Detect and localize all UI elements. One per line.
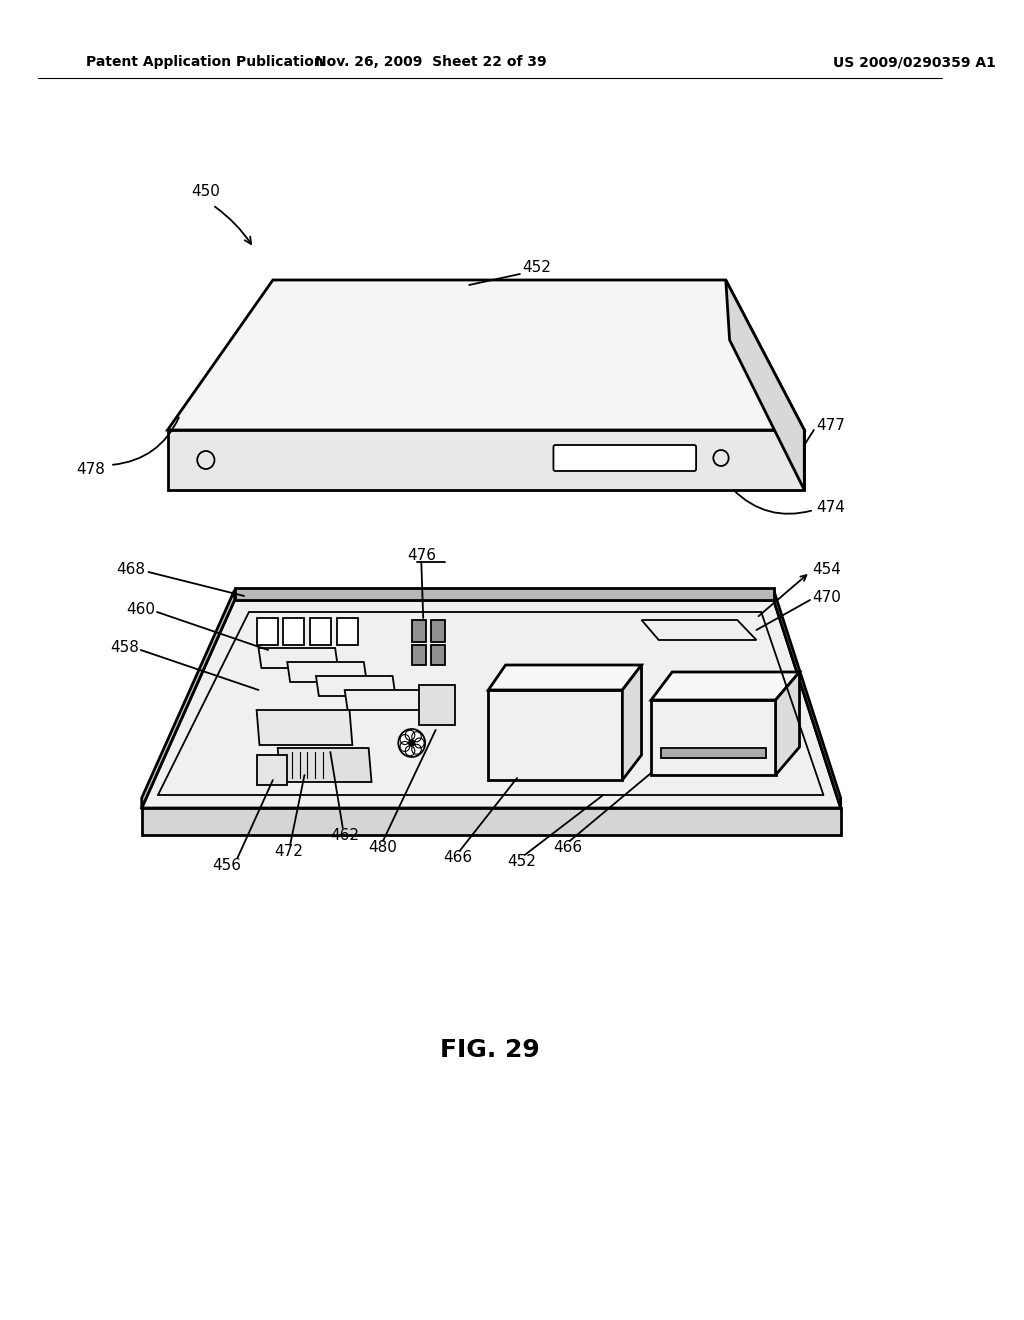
Polygon shape: [257, 710, 352, 744]
Text: FIG. 29: FIG. 29: [440, 1038, 540, 1063]
Polygon shape: [775, 672, 800, 775]
Text: 476: 476: [407, 549, 436, 564]
Polygon shape: [488, 690, 623, 780]
Polygon shape: [726, 280, 804, 490]
Text: 474: 474: [816, 500, 845, 516]
Polygon shape: [345, 690, 424, 710]
Text: 478: 478: [77, 462, 105, 478]
Polygon shape: [651, 672, 800, 700]
Polygon shape: [141, 601, 841, 808]
Polygon shape: [284, 618, 304, 645]
Text: US 2009/0290359 A1: US 2009/0290359 A1: [833, 55, 996, 69]
Text: 460: 460: [126, 602, 155, 618]
Polygon shape: [651, 700, 775, 775]
Text: 466: 466: [553, 841, 583, 855]
Text: 454: 454: [812, 562, 841, 578]
Polygon shape: [158, 612, 823, 795]
Polygon shape: [641, 620, 757, 640]
Polygon shape: [337, 618, 358, 645]
Polygon shape: [774, 590, 841, 808]
Text: 458: 458: [110, 640, 139, 656]
Polygon shape: [488, 665, 641, 690]
Text: 462: 462: [330, 828, 359, 842]
Text: Nov. 26, 2009  Sheet 22 of 39: Nov. 26, 2009 Sheet 22 of 39: [315, 55, 547, 69]
Text: 466: 466: [443, 850, 472, 866]
Polygon shape: [257, 755, 288, 785]
Polygon shape: [141, 808, 841, 836]
Polygon shape: [431, 645, 445, 665]
Polygon shape: [316, 676, 395, 696]
Polygon shape: [234, 587, 774, 601]
Polygon shape: [310, 618, 332, 645]
Polygon shape: [141, 590, 234, 808]
Polygon shape: [660, 748, 766, 758]
Text: Patent Application Publication: Patent Application Publication: [86, 55, 324, 69]
Text: 470: 470: [812, 590, 841, 606]
Polygon shape: [257, 618, 278, 645]
Text: 450: 450: [191, 185, 220, 199]
Polygon shape: [623, 665, 641, 780]
Text: 468: 468: [117, 562, 145, 578]
Polygon shape: [168, 430, 804, 490]
FancyBboxPatch shape: [553, 445, 696, 471]
Polygon shape: [412, 620, 426, 642]
Text: 480: 480: [369, 841, 397, 855]
Polygon shape: [412, 645, 426, 665]
Circle shape: [409, 741, 415, 746]
Polygon shape: [258, 648, 338, 668]
Circle shape: [398, 729, 425, 756]
Polygon shape: [278, 748, 372, 781]
Text: 456: 456: [212, 858, 242, 873]
Text: 452: 452: [522, 260, 551, 276]
Polygon shape: [431, 620, 445, 642]
Polygon shape: [420, 685, 455, 725]
Text: 477: 477: [816, 417, 845, 433]
Text: 472: 472: [274, 845, 303, 859]
Text: 452: 452: [508, 854, 537, 870]
Polygon shape: [168, 280, 804, 430]
Polygon shape: [288, 663, 367, 682]
